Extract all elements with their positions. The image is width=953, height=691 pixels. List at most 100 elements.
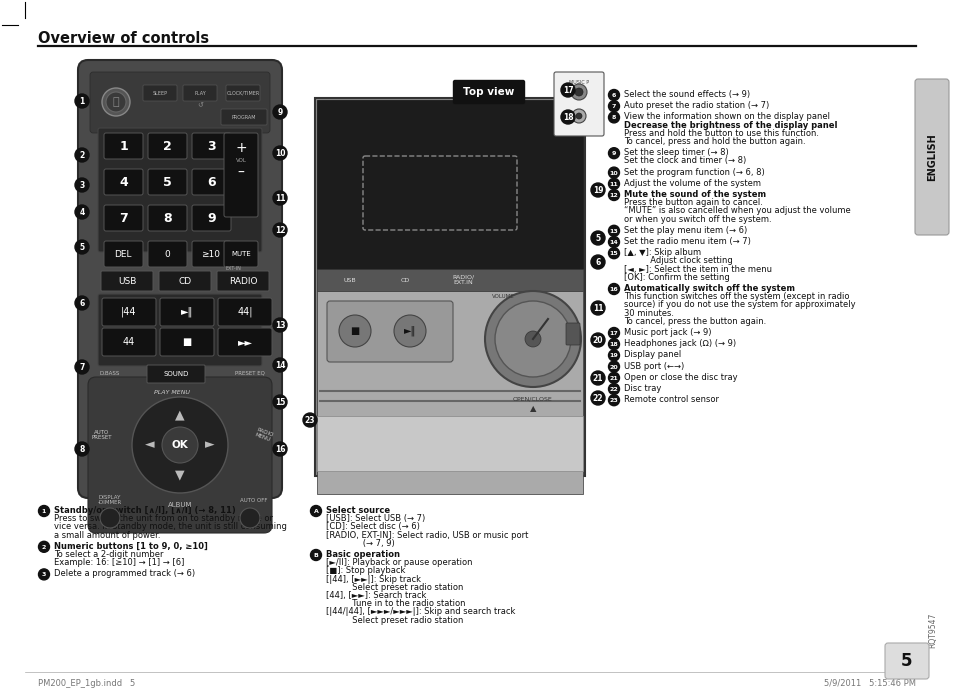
Text: 11: 11	[592, 304, 602, 313]
Text: 10: 10	[609, 171, 618, 176]
Text: 15: 15	[609, 252, 618, 256]
Circle shape	[608, 225, 618, 236]
Text: 4: 4	[79, 208, 85, 217]
FancyBboxPatch shape	[314, 98, 584, 476]
Text: AUTO
PRESET: AUTO PRESET	[91, 430, 112, 440]
FancyBboxPatch shape	[104, 169, 143, 195]
Text: source) if you do not use the system for approximately: source) if you do not use the system for…	[623, 301, 855, 310]
Text: 15: 15	[274, 398, 285, 407]
Text: ≥10: ≥10	[201, 249, 220, 258]
FancyBboxPatch shape	[218, 328, 272, 356]
Circle shape	[608, 101, 618, 112]
Circle shape	[75, 205, 89, 219]
Text: Tune in to the radio station: Tune in to the radio station	[326, 599, 465, 608]
Text: To cancel, press the button again.: To cancel, press the button again.	[623, 316, 765, 325]
Text: VOL: VOL	[235, 158, 246, 162]
Circle shape	[608, 350, 618, 361]
Circle shape	[484, 291, 580, 387]
Text: OPEN/CLOSE: OPEN/CLOSE	[513, 397, 553, 401]
Text: or when you switch off the system.: or when you switch off the system.	[623, 215, 771, 224]
FancyBboxPatch shape	[192, 169, 231, 195]
Text: 6: 6	[611, 93, 616, 98]
FancyBboxPatch shape	[98, 294, 262, 366]
Text: ↺: ↺	[197, 102, 203, 108]
Text: VOLUME: VOLUME	[491, 294, 514, 299]
Text: a small amount of power.: a small amount of power.	[54, 531, 160, 540]
Text: 8: 8	[163, 211, 172, 225]
Text: ►‖: ►‖	[181, 307, 193, 317]
Text: 6: 6	[207, 176, 215, 189]
FancyBboxPatch shape	[148, 241, 187, 267]
Text: Open or close the disc tray: Open or close the disc tray	[623, 373, 737, 382]
Text: 18: 18	[562, 113, 573, 122]
Text: ■: ■	[350, 326, 359, 336]
FancyBboxPatch shape	[224, 241, 257, 267]
Text: DEL: DEL	[114, 249, 132, 258]
Text: 21: 21	[609, 376, 618, 381]
FancyBboxPatch shape	[148, 205, 187, 231]
Circle shape	[75, 296, 89, 310]
Text: 11: 11	[609, 182, 618, 187]
Circle shape	[576, 113, 581, 119]
Text: 2: 2	[79, 151, 85, 160]
Text: +: +	[235, 141, 247, 155]
Circle shape	[303, 413, 316, 427]
Circle shape	[608, 112, 618, 123]
Text: 16: 16	[609, 287, 618, 292]
Text: [44], [►►]: Search track: [44], [►►]: Search track	[326, 591, 426, 600]
Text: Disc tray: Disc tray	[623, 384, 660, 393]
Text: ►►: ►►	[237, 337, 253, 347]
Text: 9: 9	[277, 108, 282, 117]
Circle shape	[75, 94, 89, 108]
Text: 5: 5	[595, 234, 600, 243]
Text: Adjust the volume of the system: Adjust the volume of the system	[623, 179, 760, 188]
Text: Select source: Select source	[326, 506, 390, 515]
Text: SLEEP: SLEEP	[152, 91, 168, 95]
Text: 5: 5	[163, 176, 172, 189]
Text: Select preset radio station: Select preset radio station	[326, 583, 463, 591]
Text: [▲, ▼]: Skip album: [▲, ▼]: Skip album	[623, 248, 700, 257]
Text: Example: 16: [≥10] → [1] → [6]: Example: 16: [≥10] → [1] → [6]	[54, 558, 184, 567]
Circle shape	[162, 427, 198, 463]
FancyBboxPatch shape	[104, 205, 143, 231]
Text: 22: 22	[592, 394, 602, 403]
Text: B: B	[314, 553, 318, 558]
Text: 19: 19	[609, 353, 618, 359]
Text: ■: ■	[182, 337, 192, 347]
Text: View the information shown on the display panel: View the information shown on the displa…	[623, 113, 829, 122]
Text: Display panel: Display panel	[623, 350, 680, 359]
Text: 44|: 44|	[237, 307, 253, 317]
Circle shape	[590, 183, 604, 197]
Text: 20: 20	[609, 365, 618, 370]
Circle shape	[495, 301, 571, 377]
Text: 13: 13	[609, 229, 618, 234]
Text: ⏻: ⏻	[112, 97, 119, 107]
Text: PLAY MENU: PLAY MENU	[153, 390, 190, 395]
Text: [|44], [►►|]: Skip track: [|44], [►►|]: Skip track	[326, 575, 420, 584]
FancyBboxPatch shape	[90, 72, 270, 133]
Text: [|44/|44], [►►►/►►►|]: Skip and search track: [|44/|44], [►►►/►►►|]: Skip and search t…	[326, 607, 515, 616]
FancyBboxPatch shape	[192, 205, 231, 231]
Text: Press the button again to cancel.: Press the button again to cancel.	[623, 198, 762, 207]
FancyBboxPatch shape	[88, 377, 272, 533]
Text: 19: 19	[592, 186, 602, 195]
Text: 1: 1	[119, 140, 128, 153]
Text: [■]: Stop playback: [■]: Stop playback	[326, 567, 405, 576]
Text: Set the clock and timer (→ 8): Set the clock and timer (→ 8)	[623, 156, 745, 165]
Text: Adjust clock setting: Adjust clock setting	[623, 256, 732, 265]
Circle shape	[608, 395, 618, 406]
Text: [►/II]: Playback or pause operation: [►/II]: Playback or pause operation	[326, 558, 472, 567]
Text: 8: 8	[611, 115, 616, 120]
Text: PLAY: PLAY	[193, 91, 206, 95]
FancyBboxPatch shape	[101, 271, 152, 291]
FancyBboxPatch shape	[914, 79, 948, 235]
FancyBboxPatch shape	[104, 133, 143, 159]
Circle shape	[273, 105, 287, 119]
Circle shape	[75, 442, 89, 456]
Circle shape	[575, 88, 582, 96]
Text: 5/9/2011   5:15:46 PM: 5/9/2011 5:15:46 PM	[823, 679, 915, 688]
Text: RADIO
MENU: RADIO MENU	[253, 427, 274, 443]
Text: CD: CD	[400, 278, 409, 283]
Circle shape	[590, 371, 604, 385]
FancyBboxPatch shape	[192, 241, 231, 267]
